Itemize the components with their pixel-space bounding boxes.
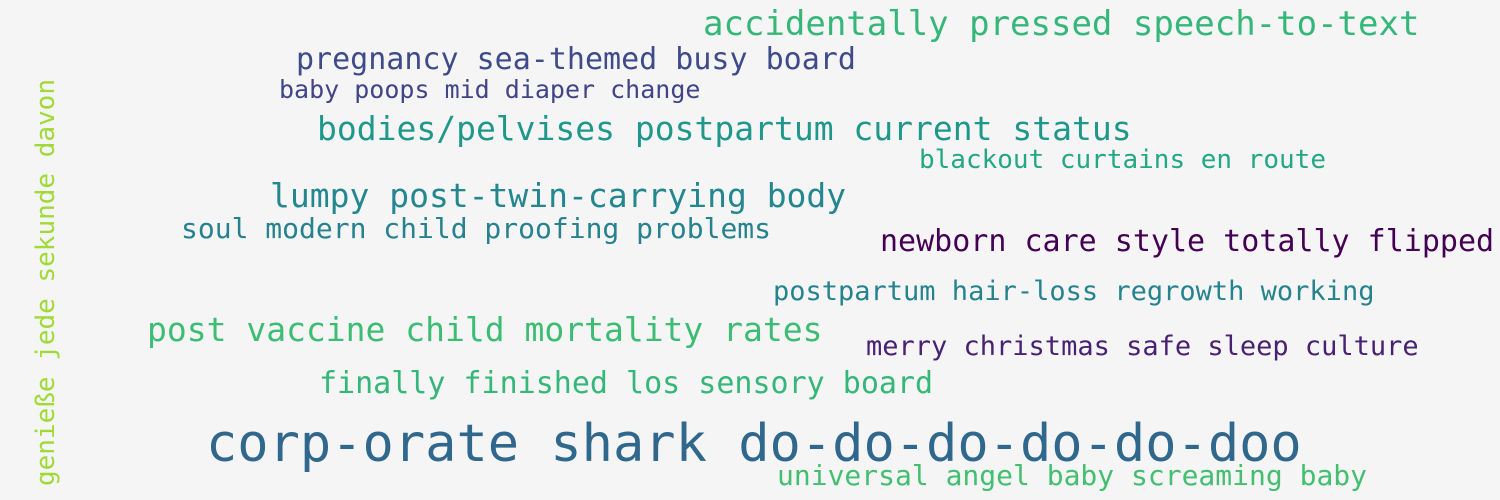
word-newborn-care-style-totally-flipped: newborn care style totally flipped (880, 224, 1495, 259)
word-soul-modern-child-proofing-problems: soul modern child proofing problems (181, 212, 772, 245)
word-finally-finished-los-sensory-board: finally finished los sensory board (319, 366, 934, 401)
word-blackout-curtains-en-route: blackout curtains en route (919, 145, 1326, 175)
word-merry-christmas-safe-sleep-culture: merry christmas safe sleep culture (866, 331, 1419, 362)
word-lumpy-post-twin-carrying-body: lumpy post-twin-carrying body (270, 176, 847, 215)
word-geniesse-jede-sekunde-davon: genieße jede sekunde davon (31, 79, 61, 486)
word-baby-poops-mid-diaper-change: baby poops mid diaper change (279, 75, 701, 104)
word-post-vaccine-child-mortality-rates: post vaccine child mortality rates (147, 310, 823, 349)
word-postpartum-hair-loss-regrowth-working: postpartum hair-loss regrowth working (773, 276, 1375, 307)
word-corp-orate-shark-do-do-do-do-do-doo: corp-orate shark do-do-do-do-do-doo (206, 414, 1302, 474)
word-bodies-pelvises-postpartum-current-status: bodies/pelvises postpartum current statu… (317, 109, 1132, 148)
word-universal-angel-baby-screaming-baby: universal angel baby screaming baby (777, 459, 1368, 492)
word-pregnancy-sea-themed-busy-board: pregnancy sea-themed busy board (296, 42, 856, 77)
word-accidentally-pressed-speech-to-text: accidentally pressed speech-to-text (703, 4, 1420, 44)
